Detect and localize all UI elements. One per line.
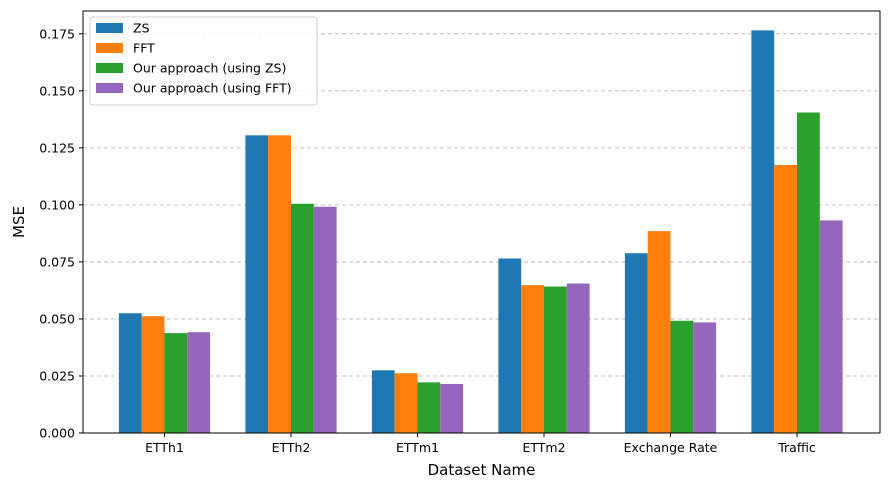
- bar-fft-ettm2: [521, 285, 544, 433]
- bar-our-approach-using-fft-etth1: [187, 332, 211, 433]
- bar-our-approach-using-zs-etth1: [164, 333, 188, 433]
- plot-frame: [82, 10, 881, 434]
- x-axis-label: Dataset Name: [428, 461, 536, 479]
- x-axis: ETTh1 ETTh2 ETTm1 ETTm2 Exchange Rate Traffic: [145, 433, 816, 455]
- bar-our-approach-using-fft-exchange-rate: [693, 322, 717, 433]
- legend-swatch-our-approach-using-fft: [96, 83, 123, 93]
- x-tick-label: ETTh1: [145, 440, 184, 455]
- bar-zs-traffic: [751, 30, 775, 433]
- bar-zs-ettm1: [371, 370, 395, 433]
- legend: ZS FFT Our approach (using ZS) Our approach…: [89, 16, 318, 106]
- x-tick-label: ETTm2: [522, 440, 565, 455]
- x-tick-label: Traffic: [777, 440, 816, 455]
- bar-fft-etth1: [141, 316, 165, 433]
- legend-box: [89, 16, 318, 106]
- legend-swatch-zs: [96, 23, 123, 33]
- y-tick-label: 0.050: [39, 311, 75, 326]
- bars: [118, 30, 843, 434]
- bar-our-approach-using-fft-ettm2: [566, 283, 590, 433]
- legend-label-our-approach-using-zs: Our approach (using ZS): [133, 61, 286, 76]
- bar-zs-exchange-rate: [624, 253, 648, 433]
- y-axis-label: MSE: [10, 206, 28, 238]
- bar-our-approach-using-zs-exchange-rate: [670, 320, 694, 433]
- bar-our-approach-using-zs-ettm2: [544, 286, 567, 433]
- bar-fft-ettm1: [394, 373, 418, 433]
- bar-fft-etth2: [268, 135, 291, 434]
- x-tick-label: ETTh2: [272, 440, 311, 455]
- legend-label-zs: ZS: [133, 21, 150, 36]
- y-tick-label: 0.075: [39, 254, 75, 269]
- bar-our-approach-using-zs-traffic: [797, 112, 820, 433]
- bar-fft-exchange-rate: [647, 231, 671, 433]
- y-tick-label: 0.125: [39, 140, 75, 155]
- legend-swatch-fft: [96, 43, 123, 53]
- bar-zs-etth1: [118, 313, 142, 433]
- bar-fft-traffic: [774, 164, 797, 434]
- y-tick-label: 0.150: [39, 83, 75, 98]
- y-tick-label: 0.175: [39, 26, 75, 41]
- legend-swatch-our-approach-using-zs: [96, 63, 123, 73]
- bar-zs-etth2: [245, 135, 269, 434]
- y-tick-label: 0.025: [39, 368, 75, 383]
- x-tick-label: Exchange Rate: [624, 440, 718, 455]
- y-axis: 0.000 0.025 0.050 0.075 0.100 0.125 0.150 0.175: [39, 26, 83, 441]
- y-tick-label: 0.100: [39, 197, 75, 212]
- bar-our-approach-using-zs-ettm1: [417, 382, 441, 433]
- legend-label-fft: FFT: [133, 41, 155, 56]
- bar-zs-ettm2: [498, 258, 522, 433]
- x-tick-label: ETTm1: [396, 440, 439, 455]
- bar-our-approach-using-fft-etth2: [313, 206, 337, 433]
- legend-label-our-approach-using-fft: Our approach (using FFT): [133, 81, 292, 96]
- bar-our-approach-using-zs-etth2: [291, 203, 314, 433]
- y-tick-label: 0.000: [39, 426, 75, 441]
- bar-our-approach-using-fft-traffic: [819, 220, 843, 433]
- bar-our-approach-using-fft-ettm1: [440, 383, 464, 433]
